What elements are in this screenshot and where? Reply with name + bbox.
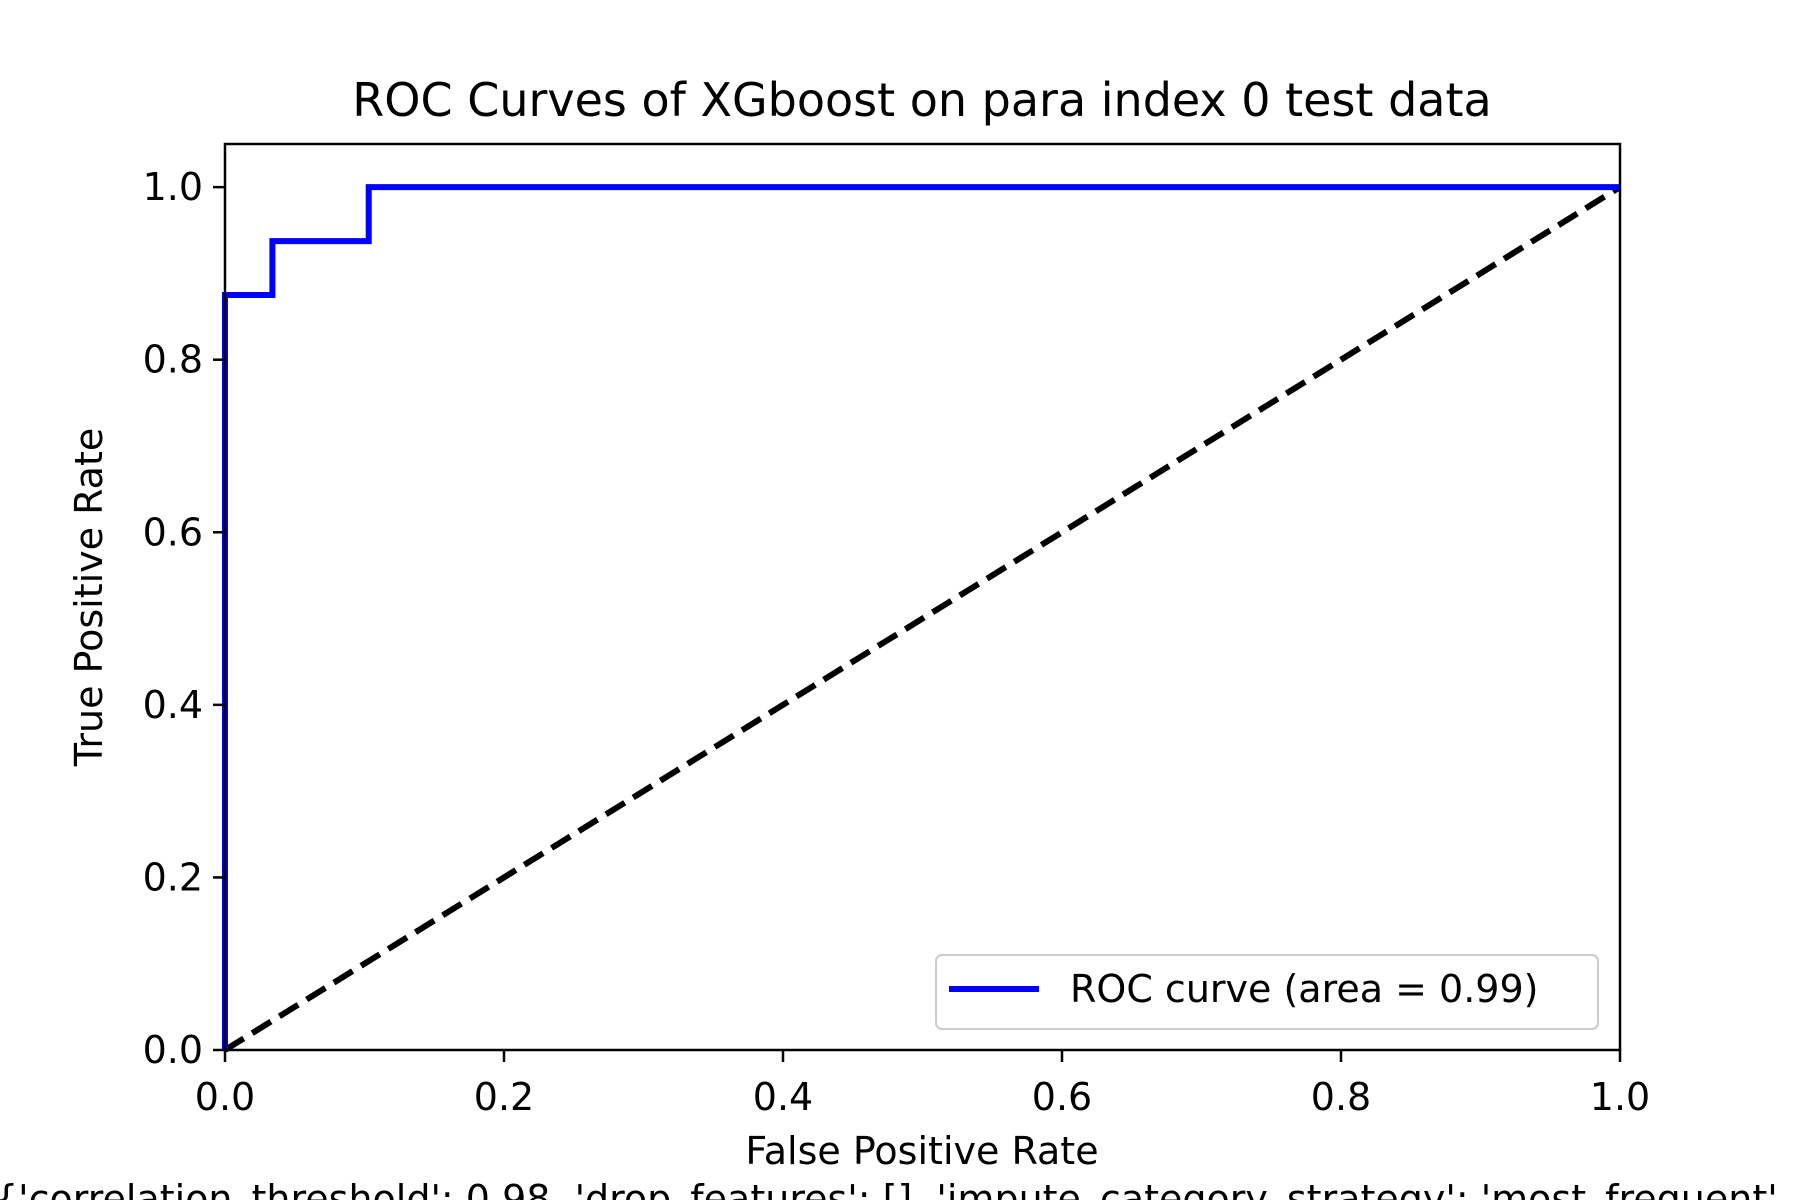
- legend: ROC curve (area = 0.99): [935, 954, 1599, 1030]
- y-tick-label: 1.0: [143, 165, 203, 209]
- chart-title: ROC Curves of XGboost on para index 0 te…: [352, 73, 1491, 127]
- x-tick-label: 0.4: [753, 1075, 813, 1119]
- chance-diagonal-line: [223, 184, 1622, 1053]
- x-tick-label: 0.6: [1032, 1075, 1092, 1119]
- x-axis-label: False Positive Rate: [745, 1129, 1098, 1173]
- x-tick-label: 0.8: [1311, 1075, 1371, 1119]
- y-tick-label: 0.8: [143, 338, 203, 382]
- y-tick-label: 0.4: [143, 683, 203, 727]
- x-tick-label: 1.0: [1590, 1075, 1650, 1119]
- footer-text: {'correlation_threshold': 0.98, 'drop_fe…: [0, 1177, 1778, 1200]
- x-tick-label: 0.0: [195, 1075, 255, 1119]
- y-axis-label: True Positive Rate: [67, 428, 111, 768]
- legend-label-roc: ROC curve (area = 0.99): [1070, 967, 1538, 1011]
- plot-frame: [223, 142, 1622, 1052]
- plot-area: [225, 144, 1620, 1050]
- x-axis: 0.0 0.2 0.4 0.6 0.8 1.0: [195, 1050, 1650, 1119]
- y-tick-label: 0.0: [143, 1028, 203, 1072]
- y-tick-label: 0.6: [143, 510, 203, 554]
- legend-box: [935, 954, 1599, 1030]
- y-tick-label: 0.2: [143, 855, 203, 899]
- y-axis: 0.0 0.2 0.4 0.6 0.8 1.0: [143, 165, 225, 1072]
- x-tick-label: 0.2: [474, 1075, 534, 1119]
